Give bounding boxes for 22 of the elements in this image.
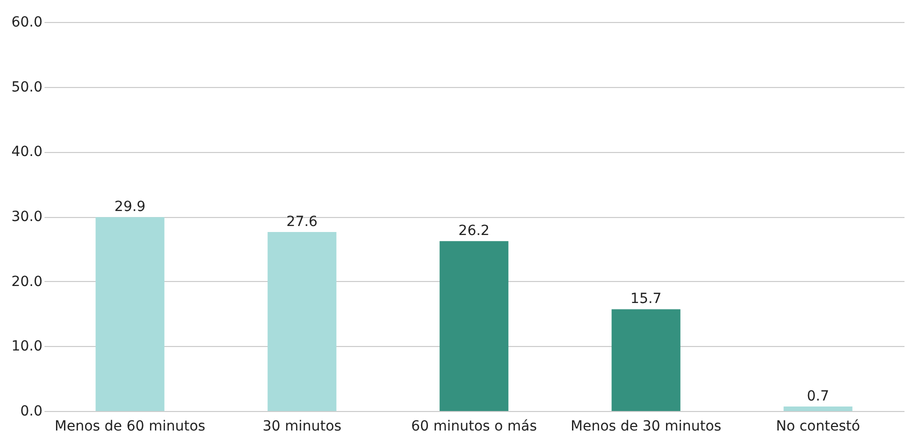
x-tick-label: Menos de 60 minutos xyxy=(54,418,206,434)
y-tick-label: 20.0 xyxy=(11,274,42,290)
y-tick-label: 0.0 xyxy=(20,404,42,420)
x-tick-label: Menos de 30 minutos xyxy=(570,418,722,434)
x-tick-label: 60 minutos o más xyxy=(411,418,537,434)
y-tick-label: 60.0 xyxy=(11,14,42,30)
data-label: 26.2 xyxy=(458,223,490,240)
y-tick-label: 40.0 xyxy=(11,144,42,160)
data-label: 0.7 xyxy=(806,388,830,404)
bar xyxy=(612,309,680,411)
data-label: 15.7 xyxy=(630,291,662,308)
x-tick-label: 30 minutos xyxy=(262,418,342,434)
bar xyxy=(96,217,164,411)
data-label: 27.6 xyxy=(286,214,318,230)
y-tick-label: 30.0 xyxy=(11,209,42,225)
bar xyxy=(784,406,852,411)
data-label: 29.9 xyxy=(114,199,146,216)
bar xyxy=(440,241,508,411)
y-tick-label: 10.0 xyxy=(11,338,42,355)
x-tick-label: No contestó xyxy=(776,418,860,434)
bar xyxy=(268,232,336,411)
y-tick-label: 50.0 xyxy=(11,79,42,96)
